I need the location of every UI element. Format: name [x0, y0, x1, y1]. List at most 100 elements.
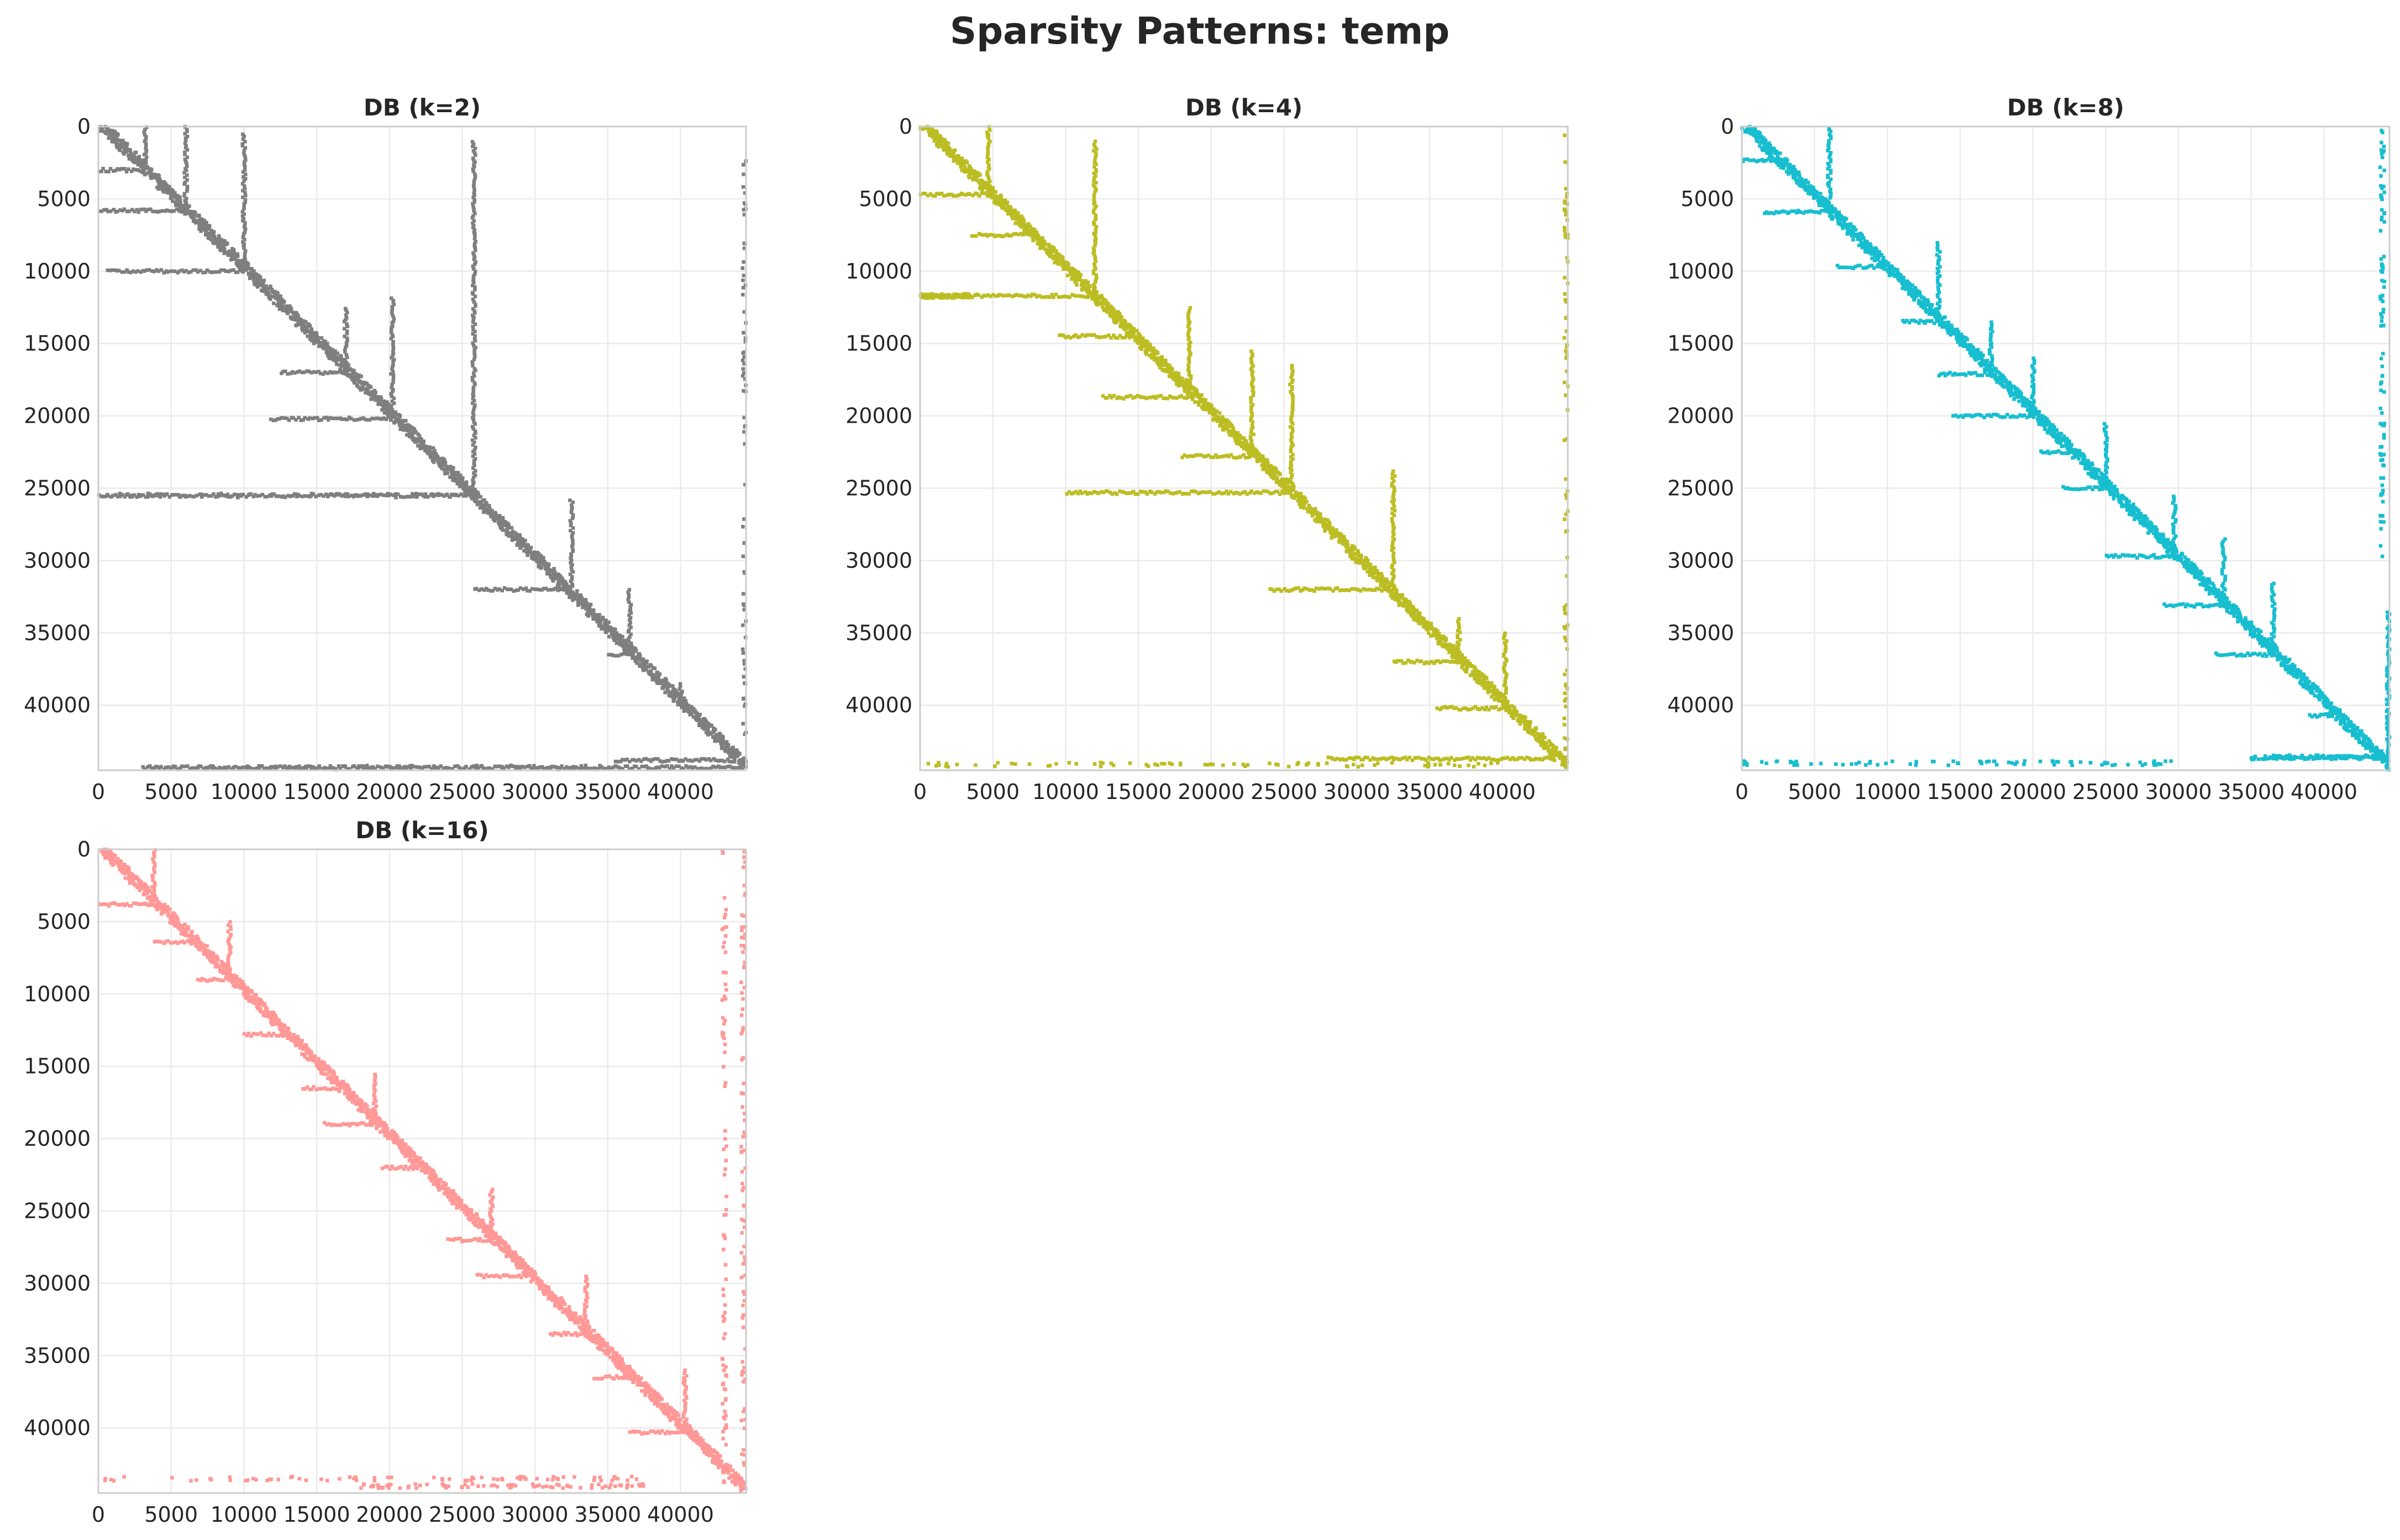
- data-point: [405, 433, 409, 437]
- data-point: [1158, 362, 1163, 366]
- data-point: [350, 368, 354, 372]
- data-point: [1019, 224, 1023, 229]
- data-point: [948, 148, 952, 151]
- data-point: [1510, 704, 1514, 708]
- data-point: [695, 712, 699, 716]
- data-point: [472, 496, 476, 501]
- data-point: [239, 493, 243, 497]
- data-point: [1159, 358, 1163, 362]
- data-point: [516, 588, 520, 592]
- data-point: [144, 144, 148, 148]
- data-point: [472, 316, 476, 319]
- data-point: [621, 644, 624, 648]
- data-point: [129, 151, 133, 155]
- data-point: [654, 766, 658, 770]
- data-point: [621, 651, 626, 656]
- data-point: [691, 707, 695, 711]
- data-point: [471, 156, 475, 160]
- data-point: [1075, 283, 1079, 287]
- data-point: [400, 424, 403, 429]
- data-point: [1319, 516, 1323, 521]
- data-point: [1094, 300, 1098, 304]
- data-point: [277, 417, 281, 421]
- data-point: [382, 416, 386, 421]
- data-point: [186, 211, 191, 216]
- data-point: [579, 764, 584, 768]
- data-point: [422, 439, 426, 443]
- data-point: [428, 448, 432, 452]
- data-point: [677, 759, 681, 763]
- data-point: [571, 570, 575, 574]
- data-point: [1490, 695, 1494, 699]
- data-point: [141, 765, 145, 769]
- data-point: [331, 416, 335, 421]
- data-point: [1164, 369, 1168, 374]
- data-point: [614, 637, 618, 640]
- data-point: [1182, 385, 1186, 389]
- data-point: [628, 616, 633, 620]
- data-point: [157, 174, 161, 178]
- data-point: [570, 568, 574, 572]
- data-point: [201, 271, 205, 275]
- data-point: [1498, 699, 1501, 703]
- data-point: [710, 723, 713, 728]
- data-point: [319, 492, 323, 497]
- data-point: [621, 634, 624, 639]
- data-point: [282, 495, 287, 500]
- data-point: [387, 403, 391, 408]
- data-point: [345, 329, 349, 333]
- data-point: [177, 494, 181, 498]
- data-point: [687, 708, 691, 712]
- data-point: [698, 713, 702, 717]
- data-point: [472, 344, 476, 348]
- data-point: [177, 269, 181, 274]
- data-point: [625, 758, 629, 761]
- data-point: [730, 760, 734, 764]
- data-point: [663, 765, 667, 769]
- data-point: [1282, 484, 1286, 488]
- data-point: [380, 408, 384, 412]
- data-point: [978, 173, 982, 177]
- data-point: [948, 150, 953, 154]
- data-point: [586, 614, 590, 618]
- data-point: [1001, 206, 1005, 211]
- data-point: [429, 451, 434, 455]
- data-point: [303, 325, 307, 329]
- data-point: [963, 170, 967, 174]
- data-point: [373, 393, 377, 397]
- data-point: [1290, 495, 1294, 500]
- y-tick-label: 20000: [24, 404, 91, 428]
- data-point: [358, 386, 361, 390]
- data-point: [471, 385, 476, 390]
- data-point: [471, 485, 475, 489]
- data-point: [216, 245, 220, 249]
- data-point: [1268, 466, 1272, 471]
- data-point: [571, 526, 575, 530]
- data-point: [741, 358, 745, 362]
- data-point: [388, 492, 393, 496]
- data-point: [139, 270, 143, 274]
- data-point: [107, 136, 111, 140]
- data-point: [393, 766, 397, 770]
- data-point: [188, 493, 192, 498]
- data-point: [457, 482, 461, 486]
- data-point: [297, 766, 301, 770]
- data-point: [1320, 518, 1324, 522]
- data-point: [132, 167, 135, 171]
- data-point: [1067, 262, 1070, 266]
- data-point: [959, 165, 963, 169]
- data-point: [272, 301, 276, 306]
- data-point: [1389, 594, 1393, 598]
- data-point: [1541, 735, 1546, 739]
- data-point: [625, 764, 629, 768]
- data-point: [391, 346, 396, 351]
- data-point: [167, 765, 171, 769]
- data-point: [549, 588, 553, 592]
- data-point: [718, 765, 722, 769]
- data-point: [1310, 514, 1315, 518]
- data-point: [301, 766, 306, 770]
- data-point: [329, 352, 333, 356]
- data-point: [742, 608, 747, 612]
- data-point: [204, 220, 208, 225]
- data-point: [1411, 605, 1415, 609]
